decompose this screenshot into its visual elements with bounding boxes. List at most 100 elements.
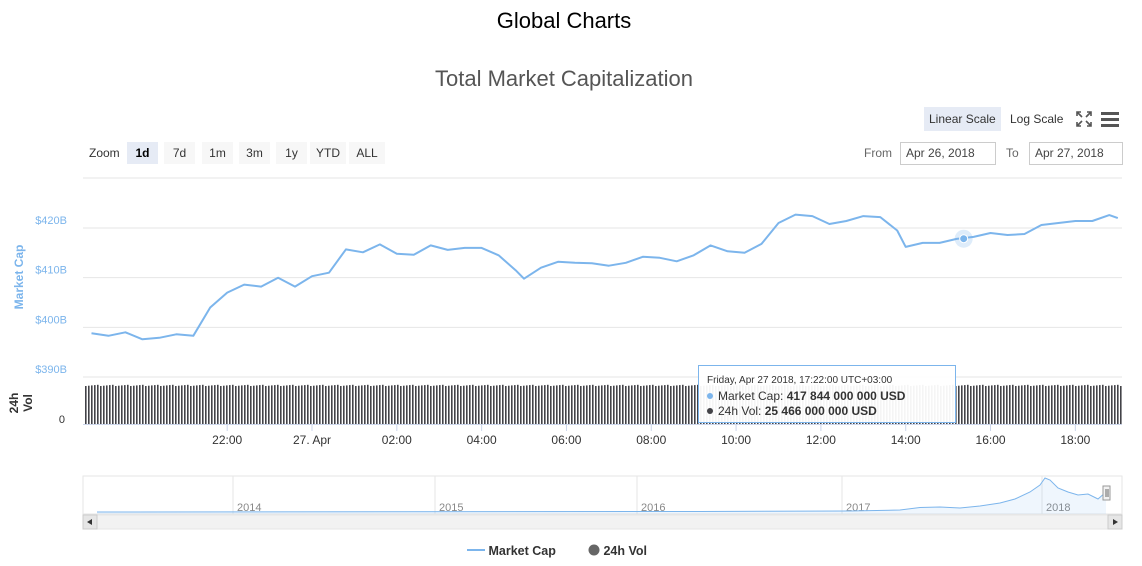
volume-bar — [1021, 385, 1023, 424]
volume-bar — [331, 385, 333, 424]
linear-scale-button[interactable]: Linear Scale — [924, 107, 1001, 131]
scroll-right-icon — [1113, 519, 1118, 525]
volume-bar — [433, 385, 435, 424]
volume-bar — [958, 385, 960, 424]
volume-bar — [475, 386, 477, 424]
legend-market-cap[interactable]: Market Cap — [467, 544, 556, 558]
volume-bar — [262, 384, 264, 424]
volume-bar — [280, 386, 282, 424]
volume-bar — [154, 385, 156, 424]
volume-bar — [157, 384, 159, 424]
volume-bar — [481, 385, 483, 424]
volume-bar — [511, 385, 513, 424]
volume-bar — [223, 385, 225, 424]
volume-bar — [1012, 384, 1014, 424]
volume-bar — [121, 385, 123, 424]
volume-bar — [655, 386, 657, 424]
volume-bar — [487, 384, 489, 424]
volume-bar — [103, 385, 105, 424]
tooltip-volume-label: 24h Vol: — [718, 404, 765, 418]
to-label: To — [1006, 146, 1019, 160]
volume-bar — [1081, 385, 1083, 424]
volume-bar — [1096, 385, 1098, 424]
to-date-input[interactable]: Apr 27, 2018 — [1029, 142, 1123, 165]
volume-bar — [490, 386, 492, 424]
volume-bar — [424, 385, 426, 424]
volume-bar — [1102, 384, 1104, 424]
zoom-button-ytd[interactable]: YTD — [310, 142, 346, 164]
volume-bar — [1063, 385, 1065, 424]
navigator-line — [96, 477, 1107, 513]
tooltip-market-cap-label: Market Cap: — [718, 389, 787, 403]
volume-bar — [337, 384, 339, 424]
volume-bar — [520, 386, 522, 424]
volume-bar — [445, 386, 447, 424]
volume-bar — [1042, 384, 1044, 424]
from-date-input[interactable]: Apr 26, 2018 — [900, 142, 996, 165]
volume-bar — [697, 384, 699, 424]
volume-bar — [1090, 386, 1092, 424]
volume-bar — [145, 386, 147, 424]
volume-bar — [241, 385, 243, 424]
volume-bar — [451, 385, 453, 424]
volume-bar — [556, 385, 558, 424]
volume-bar — [142, 384, 144, 424]
volume-bar — [1030, 386, 1032, 424]
volume-bar — [610, 386, 612, 424]
volume-bar — [220, 386, 222, 424]
volume-bar — [694, 385, 696, 424]
volume-bar — [463, 385, 465, 424]
volume-bar — [226, 385, 228, 424]
volume-bar — [625, 386, 627, 424]
volume-bar — [298, 385, 300, 424]
volume-bar — [313, 385, 315, 424]
volume-bar — [961, 385, 963, 424]
volume-bar — [541, 385, 543, 424]
volume-bar — [244, 385, 246, 424]
zoom-button-1m[interactable]: 1m — [202, 142, 233, 164]
volume-bar — [256, 385, 258, 424]
volume-bar — [265, 386, 267, 424]
volume-bar — [517, 384, 519, 424]
x-tick-label: 08:00 — [636, 433, 666, 447]
volume-bar — [391, 385, 393, 424]
volume-bar — [385, 386, 387, 424]
zoom-button-1d[interactable]: 1d — [127, 142, 158, 164]
volume-bar — [334, 385, 336, 424]
volume-bar — [1093, 385, 1095, 424]
log-scale-button[interactable]: Log Scale — [1010, 112, 1064, 126]
volume-bar — [160, 386, 162, 424]
volume-bar — [502, 384, 504, 424]
volume-bar — [604, 385, 606, 424]
zoom-button-1y[interactable]: 1y — [276, 142, 307, 164]
volume-bar — [274, 385, 276, 424]
volume-bar — [547, 384, 549, 424]
volume-bar — [85, 386, 87, 424]
legend-volume[interactable]: 24h Vol — [588, 544, 647, 558]
volume-bar — [214, 385, 216, 424]
fullscreen-icon[interactable] — [1073, 108, 1095, 130]
zoom-button-3m[interactable]: 3m — [239, 142, 270, 164]
y-tick-label: $420B — [35, 215, 67, 227]
chart-tooltip: Friday, Apr 27 2018, 17:22:00 UTC+03:00 … — [698, 365, 956, 423]
volume-bar — [97, 384, 99, 424]
menu-icon[interactable] — [1099, 108, 1121, 130]
volume-bar — [139, 385, 141, 424]
volume-bar — [127, 384, 129, 424]
zoom-button-all[interactable]: ALL — [349, 142, 385, 164]
volume-bar — [346, 385, 348, 424]
volume-bar — [649, 385, 651, 424]
volume-bar — [148, 385, 150, 424]
volume-bar — [379, 385, 381, 424]
y-axis-title: Market Cap — [12, 245, 26, 310]
volume-bar — [571, 385, 573, 424]
volume-bar — [124, 385, 126, 424]
volume-bar — [1054, 385, 1056, 424]
zoom-button-7d[interactable]: 7d — [164, 142, 195, 164]
x-tick-label: 27. Apr — [293, 433, 331, 447]
tooltip-volume: 24h Vol: 25 466 000 000 USD — [707, 404, 955, 419]
volume-bar — [1015, 386, 1017, 424]
volume-bar — [208, 385, 210, 424]
volume-bar — [973, 385, 975, 424]
